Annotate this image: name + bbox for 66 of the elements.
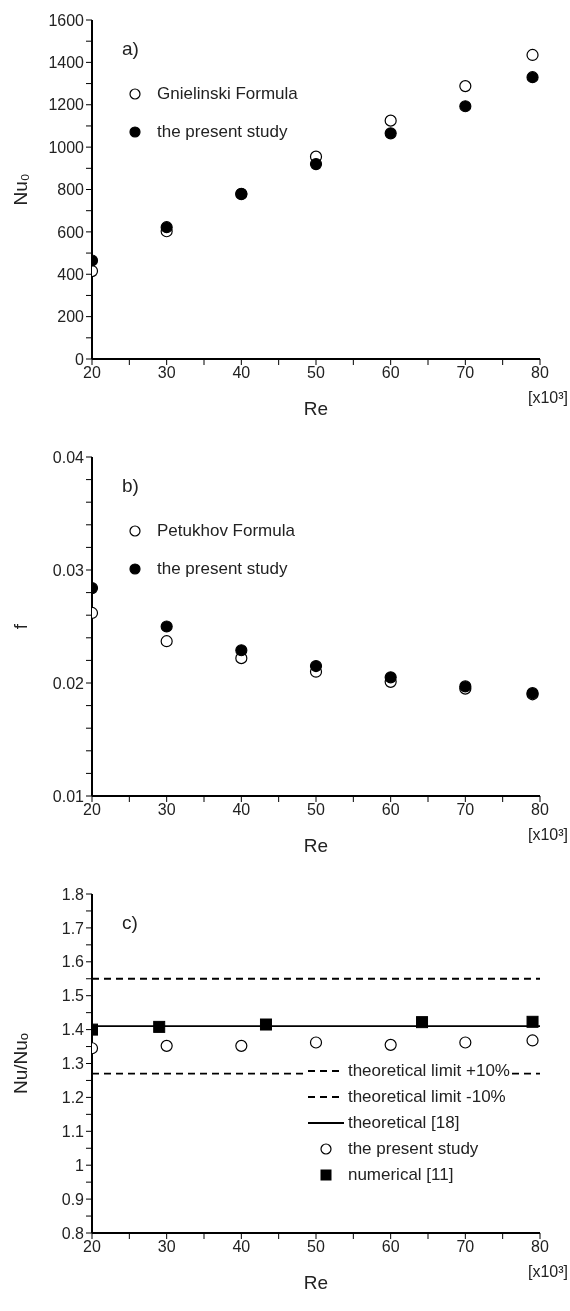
x-tick-label: 70 <box>456 801 475 819</box>
y-tick-label: 600 <box>57 223 85 241</box>
x-tick-label: 80 <box>531 364 549 382</box>
annotation: b) <box>122 475 139 497</box>
x-tick-label: 60 <box>381 364 400 382</box>
y-tick-label: 0.01 <box>52 787 85 805</box>
legend-label: numerical [11] <box>347 1165 454 1185</box>
x-tick-label: 50 <box>307 801 325 819</box>
x-tick-label: 60 <box>381 1238 400 1256</box>
x-tick-label: 60 <box>381 801 400 819</box>
legend-label: the present study <box>347 1139 479 1159</box>
annotation: c) <box>122 912 138 934</box>
y-tick-label: 1600 <box>48 11 85 29</box>
y-tick-label: 1.6 <box>61 953 85 971</box>
legend-label: theoretical [18] <box>347 1113 460 1133</box>
x-axis-title: Re <box>303 1272 329 1293</box>
y-tick-label: 0.03 <box>52 561 85 579</box>
x-axis-title: Re <box>303 835 329 856</box>
y-tick-label: 0.02 <box>52 674 85 692</box>
x-tick-label: 40 <box>232 1238 251 1256</box>
x-axis-title: Re <box>303 398 329 419</box>
y-tick-label: 0 <box>75 350 85 368</box>
y-tick-label: 0.9 <box>61 1190 85 1208</box>
y-tick-label: 200 <box>57 308 85 326</box>
y-tick-label: 1.2 <box>61 1089 85 1107</box>
y-tick-label: 0.04 <box>52 448 85 466</box>
y-tick-label: 1 <box>75 1156 85 1174</box>
y-tick-label: 1.5 <box>61 987 85 1005</box>
y-axis-title: Nu/Nuₒ <box>9 1032 31 1095</box>
y-tick-label: 1200 <box>48 96 85 114</box>
y-tick-label: 1400 <box>48 54 85 72</box>
y-tick-label: 1.3 <box>61 1055 85 1073</box>
y-tick-label: 800 <box>57 181 85 199</box>
legend-label: theoretical limit +10% <box>347 1061 510 1081</box>
legend-label: theoretical limit -10% <box>347 1087 506 1107</box>
legend-label: Gnielinski Formula <box>157 84 298 104</box>
y-tick-label: 400 <box>57 265 85 283</box>
y-axis-title: Nu₀ <box>9 173 31 206</box>
x-tick-label: 40 <box>232 364 251 382</box>
x-tick-label: 40 <box>232 801 251 819</box>
annotation: a) <box>122 38 139 60</box>
y-tick-label: 1000 <box>48 138 85 156</box>
x-tick-label: 30 <box>157 801 176 819</box>
x-tick-label: 80 <box>531 1238 549 1256</box>
y-tick-label: 1.7 <box>61 919 85 937</box>
x-tick-label: 20 <box>83 801 101 819</box>
legend-label: Petukhov Formula <box>157 521 295 541</box>
y-tick-label: 1.8 <box>61 885 85 903</box>
text: [x10³] <box>527 1263 568 1281</box>
legend-label: the present study <box>157 122 288 142</box>
x-tick-label: 70 <box>456 364 475 382</box>
x-tick-label: 80 <box>531 801 549 819</box>
x-tick-label: 20 <box>83 364 101 382</box>
x-tick-label: 70 <box>456 1238 475 1256</box>
y-axis-title: f <box>9 623 31 630</box>
x-tick-label: 20 <box>83 1238 101 1256</box>
text: [x10³] <box>527 826 568 844</box>
x-tick-label: 30 <box>157 364 176 382</box>
x-tick-label: 50 <box>307 1238 325 1256</box>
x-tick-label: 50 <box>307 364 325 382</box>
x-tick-label: 30 <box>157 1238 176 1256</box>
text: [x10³] <box>527 389 568 407</box>
y-tick-label: 1.4 <box>61 1021 85 1039</box>
y-tick-label: 1.1 <box>61 1122 85 1140</box>
y-tick-label: 0.8 <box>61 1224 85 1242</box>
legend-label: the present study <box>157 559 288 579</box>
